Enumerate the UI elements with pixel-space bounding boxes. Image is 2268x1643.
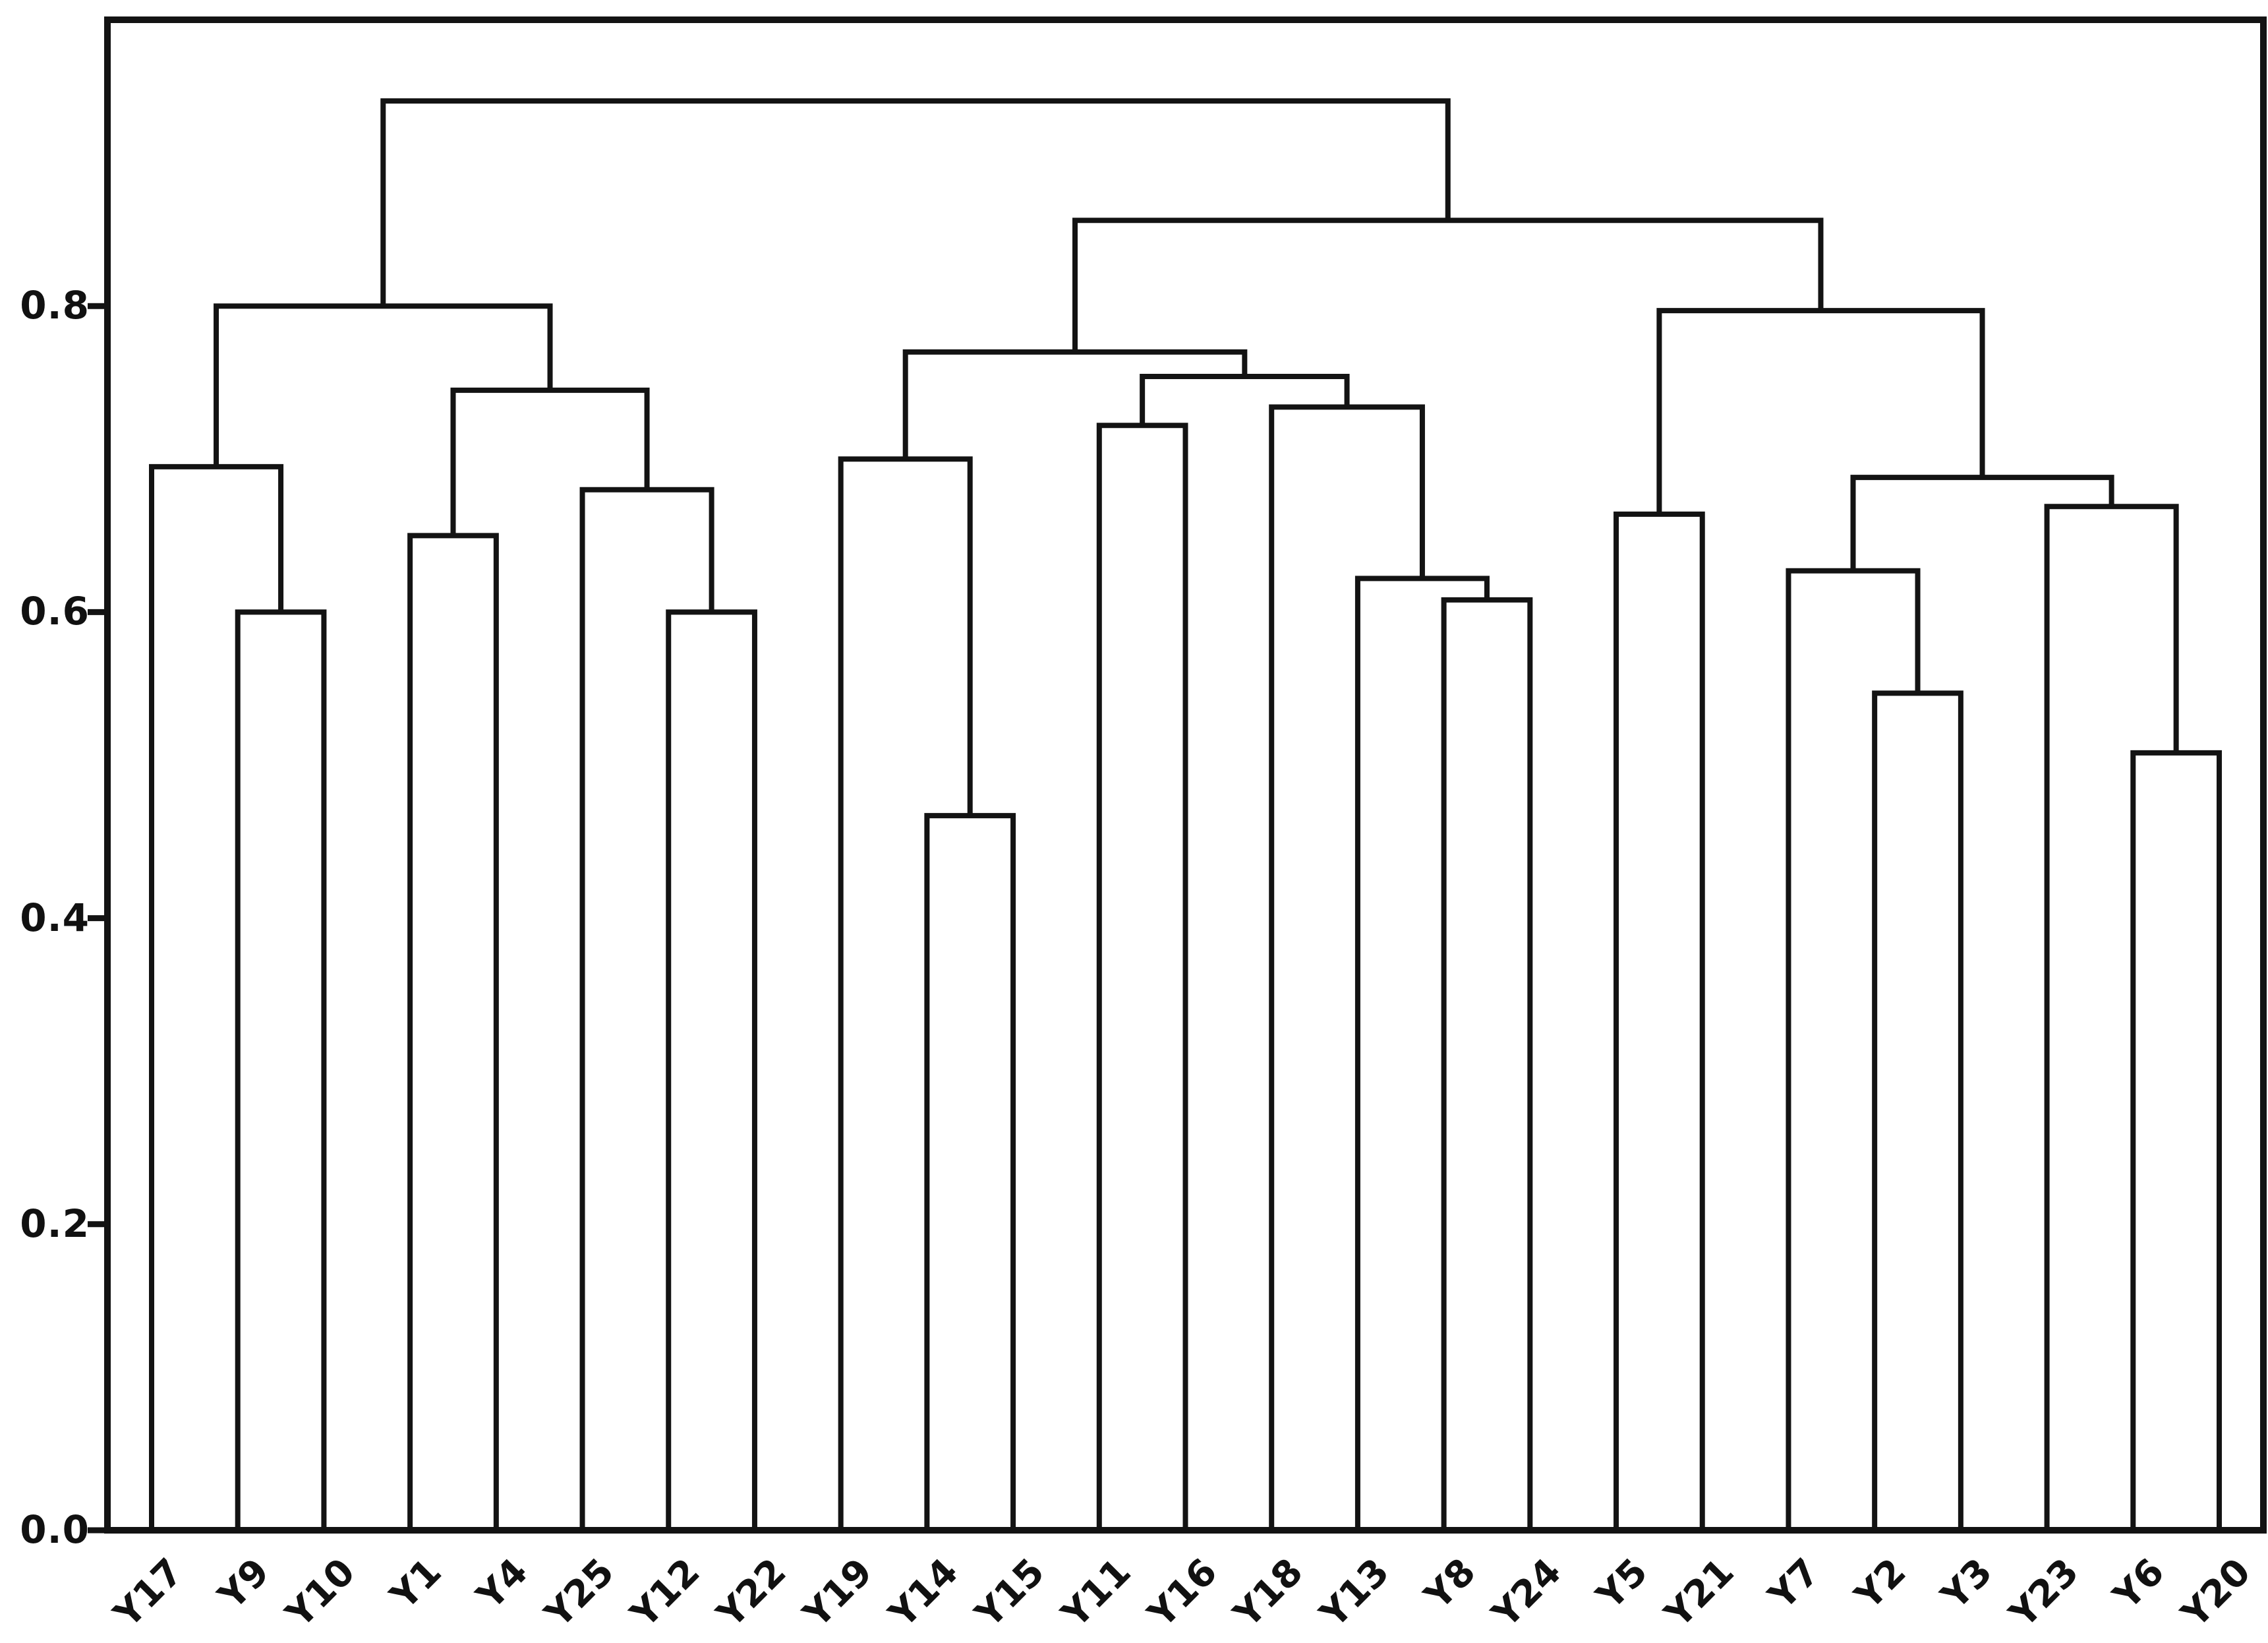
dendrogram-link xyxy=(1786,568,1921,1530)
dendrogram-link xyxy=(214,303,553,467)
dendrogram-link xyxy=(838,456,973,1530)
dendrogram-link xyxy=(1269,404,1425,1530)
dendrogram-link xyxy=(1140,373,1350,426)
y-tick-label: 0.2 xyxy=(20,1201,90,1246)
y-tick-label: 0.6 xyxy=(20,589,90,634)
dendrogram-link xyxy=(1072,218,1824,352)
dendrogram-link xyxy=(902,349,1248,460)
dendrogram-link xyxy=(1850,475,2114,571)
dendrogram-links xyxy=(149,98,2222,1530)
dendrogram-link xyxy=(2044,504,2179,1530)
y-tick-label: 0.4 xyxy=(20,895,90,940)
dendrogram-link xyxy=(1656,308,1985,514)
dendrogram-link xyxy=(380,98,1451,307)
dendrogram-link xyxy=(149,463,284,1530)
y-axis-ticks xyxy=(88,303,107,1534)
dendrogram-link xyxy=(924,813,1016,1530)
dendrogram-link xyxy=(1354,576,1490,1530)
dendrogram-link xyxy=(666,609,757,1530)
dendrogram-link xyxy=(235,609,327,1530)
dendrogram-link xyxy=(407,533,499,1530)
dendrogram-link xyxy=(1872,690,1963,1530)
dendrogram-link xyxy=(450,387,650,536)
dendrogram-link xyxy=(1614,511,1705,1530)
dendrogram-link xyxy=(579,487,714,1530)
y-tick-label: 0.8 xyxy=(20,283,90,328)
y-tick-label: 0.0 xyxy=(20,1507,90,1552)
dendrogram-link xyxy=(1441,597,1533,1530)
dendrogram-link xyxy=(2130,750,2222,1530)
dendrogram-link xyxy=(1096,423,1188,1530)
